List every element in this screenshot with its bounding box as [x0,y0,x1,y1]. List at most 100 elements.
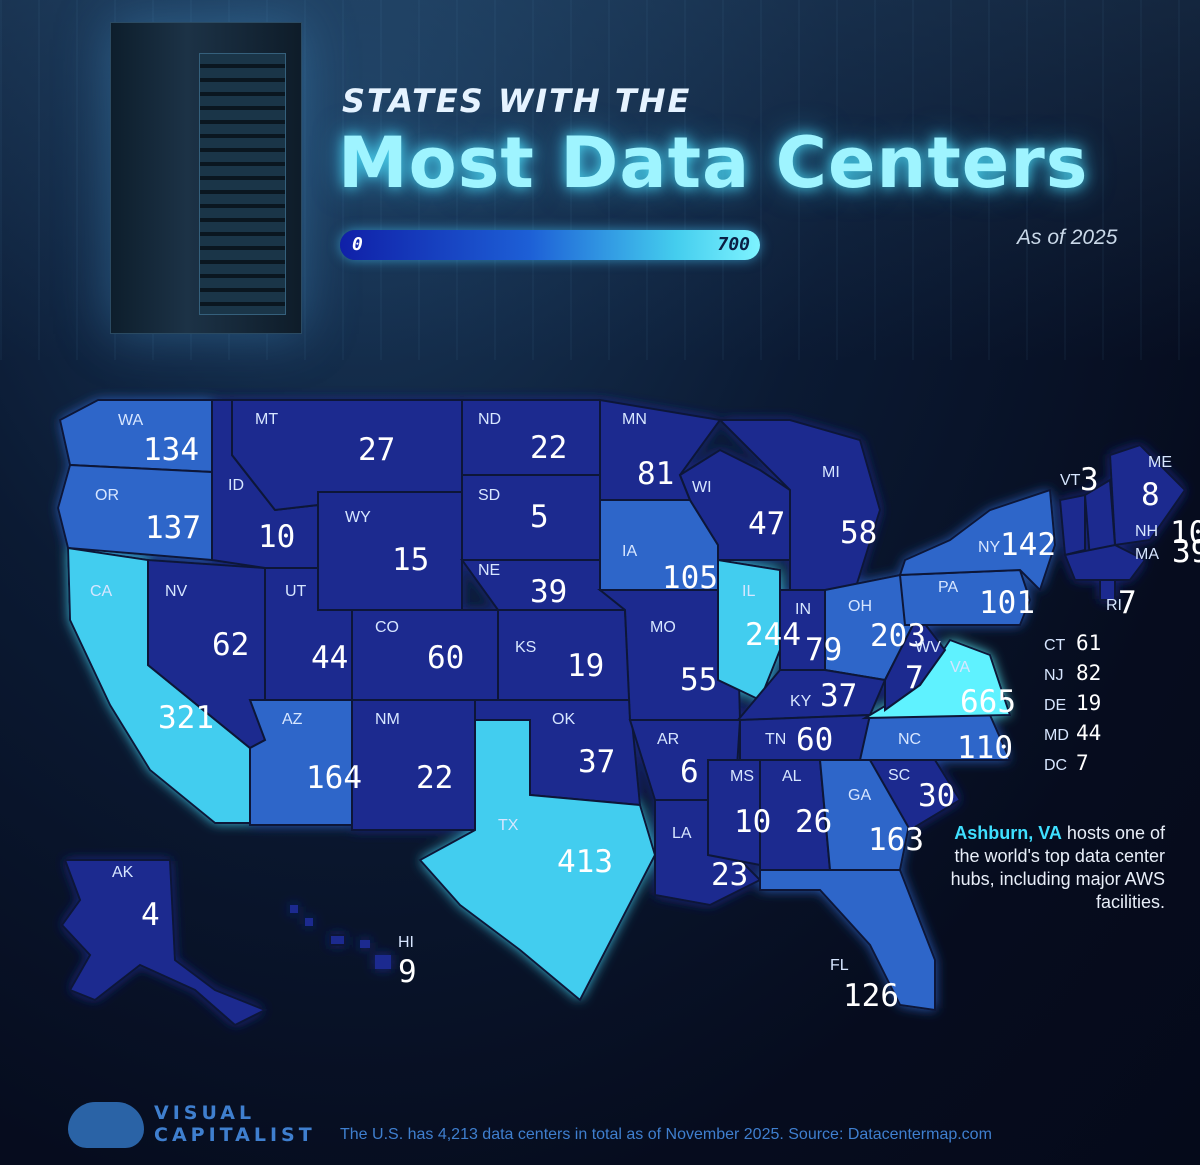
state-ny [898,488,1057,592]
state-code-ne: NE [478,562,500,579]
state-value-nd: 22 [530,430,567,466]
state-code-mi: MI [822,464,840,481]
state-fl [759,869,936,1012]
state-value-az: 164 [306,760,362,796]
state-code-ny: NY [978,539,1001,556]
small-state-code: CT [1044,637,1066,654]
state-code-me: ME [1148,454,1172,471]
hawaii-island [290,905,298,913]
small-state-row-ct: CT 61 [1044,628,1101,658]
state-code-sd: SD [478,487,500,504]
state-code-vt: VT [1060,472,1081,489]
state-value-hi: 9 [398,954,417,990]
state-code-ca: CA [90,583,113,600]
state-value-nv: 62 [212,627,249,663]
small-state-value: 19 [1076,691,1102,715]
state-value-vt: 3 [1080,462,1099,498]
state-code-il: IL [742,583,755,600]
state-value-wi: 47 [748,506,785,542]
state-value-ok: 37 [578,744,615,780]
state-value-wy: 15 [392,542,429,578]
state-code-ia: IA [622,543,637,560]
server-rack-illustration [110,22,302,334]
as-of-label: As of 2025 [1017,226,1118,249]
state-code-ar: AR [657,731,679,748]
state-value-nm: 22 [416,760,453,796]
small-state-code: MD [1044,727,1069,744]
small-state-code: DE [1044,697,1067,714]
state-value-mt: 27 [358,432,395,468]
state-code-nv: NV [165,583,188,600]
state-code-ri: RI [1106,597,1122,614]
state-code-nc: NC [898,731,921,748]
small-states-list: CT 61 NJ 82 DE 19 MD 44 DC 7 [1044,628,1101,778]
state-value-ky: 37 [820,678,857,714]
ashburn-highlight: Ashburn, VA [954,823,1062,843]
state-value-id: 10 [258,519,295,555]
state-code-wi: WI [692,479,712,496]
state-code-pa: PA [938,579,958,596]
state-or [56,463,213,562]
state-code-la: LA [672,825,692,842]
ashburn-note-text: hosts one of the world's top data center… [950,823,1165,912]
state-value-tx: 413 [557,844,613,880]
state-code-mo: MO [650,619,676,636]
state-value-ut: 44 [311,640,348,676]
server-rack-door [199,53,286,315]
state-value-ak: 4 [141,897,160,933]
state-code-or: OR [95,487,119,504]
state-value-me: 8 [1141,477,1160,513]
state-code-wy: WY [345,509,371,526]
state-code-va: VA [950,659,970,676]
state-code-ks: KS [515,639,536,656]
state-value-wv: 7 [905,660,924,696]
state-code-ak: AK [112,864,134,881]
state-value-ga: 163 [868,822,924,858]
state-code-oh: OH [848,598,872,615]
state-wy [317,491,463,611]
footer-source: The U.S. has 4,213 data centers in total… [340,1126,992,1143]
state-value-mn: 81 [637,456,674,492]
state-value-or: 137 [145,510,201,546]
state-ak [60,859,268,1027]
state-vt [1058,493,1086,557]
state-code-nh: NH [1135,523,1158,540]
scale-min-label: 0 [352,234,363,255]
state-code-ut: UT [285,583,307,600]
state-value-nh: 10 [1170,515,1200,551]
state-hi [329,934,346,946]
state-code-mt: MT [255,411,278,428]
hawaii-island [305,918,313,926]
state-value-co: 60 [427,640,464,676]
state-value-va: 665 [960,684,1016,720]
state-nm [351,699,476,831]
state-value-ca: 321 [158,700,214,736]
state-value-ma: 39 [1172,534,1200,570]
visual-capitalist-logo: VISUAL CAPITALIST [68,1098,318,1152]
state-value-sc: 30 [918,778,955,814]
state-code-fl: FL [830,957,849,974]
state-value-ne: 39 [530,574,567,610]
state-value-mo: 55 [680,662,717,698]
state-ri [1099,579,1116,601]
state-value-il: 244 [745,617,801,653]
state-value-tn: 60 [796,722,833,758]
small-state-value: 44 [1076,721,1102,745]
state-value-mi: 58 [840,515,877,551]
state-code-tn: TN [765,731,786,748]
scale-max-label: 700 [717,234,750,255]
state-code-nm: NM [375,711,400,728]
state-value-ar: 6 [680,754,699,790]
small-state-row-nj: NJ 82 [1044,658,1101,688]
state-code-mn: MN [622,411,647,428]
state-tx [418,719,657,1002]
state-code-ky: KY [790,693,812,710]
small-state-value: 61 [1076,631,1102,655]
state-code-id: ID [228,477,244,494]
small-state-row-de: DE 19 [1044,688,1101,718]
state-value-la: 23 [711,857,748,893]
state-mi [717,419,882,591]
title-line-1: STATES WITH THE [342,82,692,120]
state-code-az: AZ [282,711,303,728]
state-code-ms: MS [730,768,754,785]
